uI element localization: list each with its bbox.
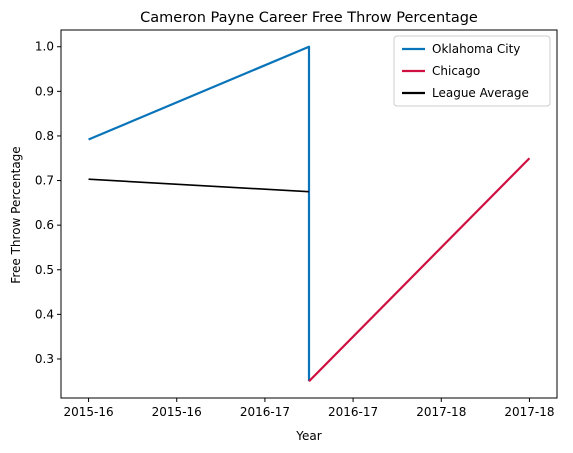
legend-frame (393, 35, 551, 107)
x-tick-label: 2015-16 (152, 405, 202, 419)
series-line-oklahoma-city (88, 45, 311, 382)
legend-label: Oklahoma City (432, 42, 520, 56)
y-axis-label: Free Throw Percentage (9, 146, 23, 283)
legend: Oklahoma City Chicago League Average (393, 35, 551, 107)
x-tick-label: 2016-17 (240, 405, 290, 419)
ticks-layer: 2015-16 2015-16 2016-17 2016-17 2017-18 2017-… (35, 40, 555, 419)
y-tick-label: 0.8 (35, 129, 54, 143)
y-tick-label: 0.9 (35, 84, 54, 98)
series-line-chicago (308, 157, 531, 383)
y-tick-label: 0.5 (35, 263, 54, 277)
plot-frame (60, 29, 558, 399)
series-layer (88, 45, 531, 383)
x-tick-label: 2015-16 (63, 405, 113, 419)
y-tick-label: 0.3 (35, 352, 54, 366)
y-tick-label: 0.7 (35, 174, 54, 188)
x-tick-label: 2016-17 (328, 405, 378, 419)
x-axis-label: Year (295, 429, 321, 443)
y-tick-label: 0.4 (35, 307, 54, 321)
legend-label: Chicago (432, 64, 480, 78)
legend-label: League Average (432, 86, 529, 100)
y-tick-label: 0.6 (35, 218, 54, 232)
x-tick-label: 2017-18 (504, 405, 554, 419)
chart-title: Cameron Payne Career Free Throw Percenta… (140, 10, 478, 26)
y-tick-label: 1.0 (35, 40, 54, 54)
series-line-league-average (88, 178, 310, 193)
x-tick-label: 2017-18 (416, 405, 466, 419)
